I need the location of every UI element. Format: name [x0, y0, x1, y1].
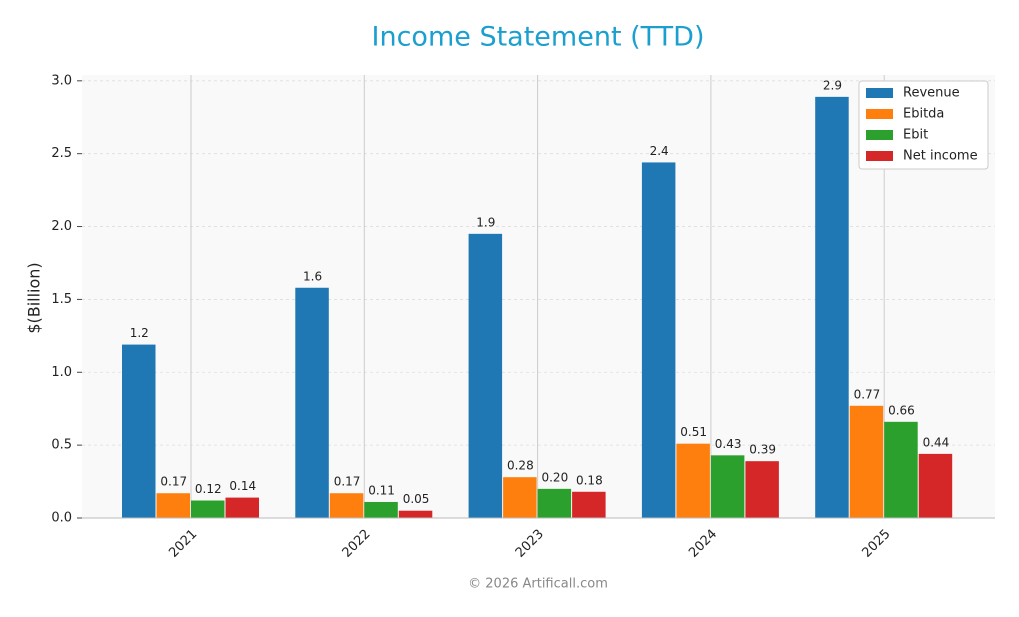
bar	[537, 488, 572, 518]
value-label: 0.20	[541, 470, 568, 484]
value-label: 2.4	[650, 144, 669, 158]
value-label: 2.9	[823, 78, 842, 92]
y-tick-label: 0.5	[51, 438, 72, 453]
value-label: 0.05	[403, 492, 430, 506]
value-label: 0.12	[195, 482, 222, 496]
bar	[156, 493, 190, 518]
value-label: 0.51	[680, 425, 707, 439]
bar	[295, 287, 329, 518]
y-axis-label: $(Billion)	[25, 262, 44, 333]
bar	[329, 493, 364, 518]
value-label: 0.17	[160, 475, 187, 489]
bar	[745, 461, 779, 518]
x-tick-label: 2025	[859, 527, 893, 561]
y-tick-label: 2.0	[51, 219, 72, 234]
bar	[191, 500, 225, 518]
bar	[398, 510, 433, 518]
bar	[572, 491, 606, 518]
y-tick-label: 2.5	[51, 146, 72, 161]
footer: © 2026 Artificall.com	[468, 577, 608, 592]
legend-swatch	[866, 88, 893, 98]
bar	[676, 443, 710, 518]
bar	[884, 421, 918, 518]
value-label: 0.18	[576, 473, 603, 487]
x-tick-label: 2024	[686, 527, 720, 561]
value-label: 0.66	[888, 403, 915, 417]
y-tick-label: 1.0	[51, 365, 72, 380]
bar	[122, 344, 156, 518]
x-tick-label: 2021	[166, 527, 200, 561]
bar	[815, 96, 849, 518]
legend-swatch	[866, 151, 893, 161]
value-label: 0.17	[334, 475, 361, 489]
value-label: 1.9	[476, 215, 495, 229]
x-tick-label: 2023	[513, 527, 547, 561]
legend-label: Net income	[903, 149, 978, 164]
bar	[503, 477, 537, 518]
legend-label: Revenue	[903, 86, 960, 101]
value-label: 0.28	[507, 459, 534, 473]
legend-swatch	[866, 130, 893, 140]
value-label: 0.39	[749, 443, 776, 457]
value-label: 0.44	[923, 435, 950, 449]
bar	[364, 501, 398, 518]
value-label: 0.77	[854, 387, 881, 401]
bar	[918, 453, 953, 518]
value-label: 0.11	[368, 483, 395, 497]
legend-label: Ebit	[903, 128, 928, 143]
y-tick-label: 0.0	[51, 511, 72, 526]
bar	[641, 162, 676, 518]
legend-box	[858, 80, 989, 170]
bar	[710, 455, 745, 518]
y-tick-label: 1.5	[51, 292, 72, 307]
value-label: 1.2	[130, 326, 149, 340]
x-tick-label: 2022	[340, 527, 374, 561]
value-label: 0.43	[715, 437, 742, 451]
bar	[468, 233, 503, 519]
chart-title: Income Statement (TTD)	[372, 22, 705, 53]
legend-label: Ebitda	[903, 107, 944, 122]
y-tick-label: 3.0	[51, 73, 72, 88]
bar	[225, 497, 259, 518]
value-label: 1.6	[303, 269, 322, 283]
legend-swatch	[866, 109, 893, 119]
bar	[849, 405, 884, 518]
value-label: 0.14	[229, 479, 256, 493]
